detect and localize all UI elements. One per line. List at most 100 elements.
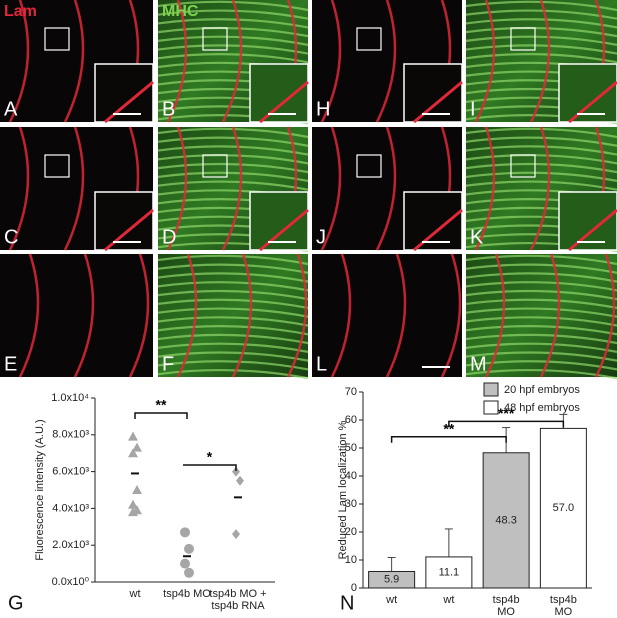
panel-letter: E [4,353,17,375]
channel-label: Lam [4,3,37,20]
y-tick-label: 6.0x10³ [52,466,89,478]
significance-label: * [207,449,213,465]
y-axis-label: Fluorescence intensity (A.U.) [34,419,46,560]
muscle-fiber [157,26,309,38]
roi-box [356,27,382,51]
y-tick-label: 8.0x10³ [52,429,89,441]
muscle-fiber [465,44,617,55]
roi-box [356,154,382,178]
channel-label: MHC [162,3,199,20]
micrograph-bg [158,254,308,377]
panel-letter: D [162,226,176,248]
y-tick-label: 4.0x10³ [52,502,89,514]
muscle-fiber [157,136,309,147]
data-point [232,466,240,477]
data-point [232,529,240,540]
muscle-fiber [465,316,617,327]
muscle-fiber [157,18,309,29]
inset [558,191,617,251]
y-axis-label: Reduced Lam localization % [337,420,349,559]
bar [368,570,416,589]
inset-structure [413,208,463,252]
roi-box [44,27,70,51]
muscle-fiber [157,307,309,318]
muscle-fiber [465,351,617,362]
muscle-fiber [157,35,309,46]
inset [94,63,154,123]
bar [425,556,473,589]
value-label: 48.3 [495,514,516,526]
laminin-boundary [221,0,243,123]
muscle-fiber [157,263,309,274]
laminin-boundary [330,253,352,378]
inset [249,191,309,251]
muscle-fiber [465,333,617,345]
muscle-fiber [465,35,617,46]
y-tick-label: 70 [345,386,357,398]
panel-letter: N [340,592,354,614]
legend-label: 48 hpf embryos [504,402,580,414]
muscle-fiber [157,316,309,327]
muscle-fiber [157,298,309,310]
x-tick-label: wt [442,594,454,606]
roi-box [510,27,536,51]
x-tick-label: tsp4b RNA [211,600,265,612]
muscle-fiber [157,272,309,283]
muscle-fiber [157,289,309,301]
muscle-fiber [465,145,617,156]
laminin-boundary [231,253,253,378]
muscle-fiber [157,145,309,156]
legend-label: 20 hpf embryos [504,384,580,396]
x-tick-label: tsp4b MO [163,588,211,600]
inset [403,63,463,123]
y-tick-label: 2.0x10³ [52,539,89,551]
laminin-boundary [529,0,551,123]
inset-structure [568,80,617,124]
laminin-boundary [474,0,496,123]
data-point [184,543,194,554]
bar [482,452,530,589]
muscle-fiber [157,333,309,345]
muscle-fiber [465,325,617,336]
inset-structure [104,208,154,252]
inset [403,191,463,251]
muscle-fiber [157,351,309,362]
data-point [128,431,138,441]
muscle-fiber [157,281,309,292]
data-point [128,448,138,458]
x-tick-label: tsp4b [550,594,577,606]
muscle-fiber [157,162,309,174]
x-tick-label: MO [555,606,573,618]
muscle-fiber [157,171,309,183]
muscle-fiber [157,154,309,165]
micrograph: B [157,0,309,125]
laminin-boundary [286,253,308,378]
panel-letter: B [162,98,175,120]
legend-swatch [483,400,499,415]
y-tick-label: 50 [345,442,357,454]
laminin-boundary [8,0,30,123]
micrograph: I [465,0,617,125]
muscle-fiber [465,171,617,183]
bar [539,427,587,589]
laminin-boundary [221,126,243,251]
laminin-boundary [385,253,407,378]
y-tick-label: 60 [345,414,357,426]
y-tick-label: 0.0x10⁰ [52,576,90,588]
laminin-boundary [176,253,198,378]
panel-letter: J [316,226,326,248]
muscle-fiber [157,342,309,353]
inset-structure [259,208,309,252]
panel-letter: L [316,353,327,375]
x-tick-label: tsp4b MO + [209,588,266,600]
significance-bracket [183,464,237,471]
panel-letter: K [470,226,484,248]
significance-bracket [390,436,507,443]
y-tick-label: 10 [345,554,357,566]
micrograph-bg [0,254,153,377]
roi-box [202,27,228,51]
panel-letter: M [470,353,487,375]
roi-box [44,154,70,178]
muscle-fiber [157,360,309,371]
